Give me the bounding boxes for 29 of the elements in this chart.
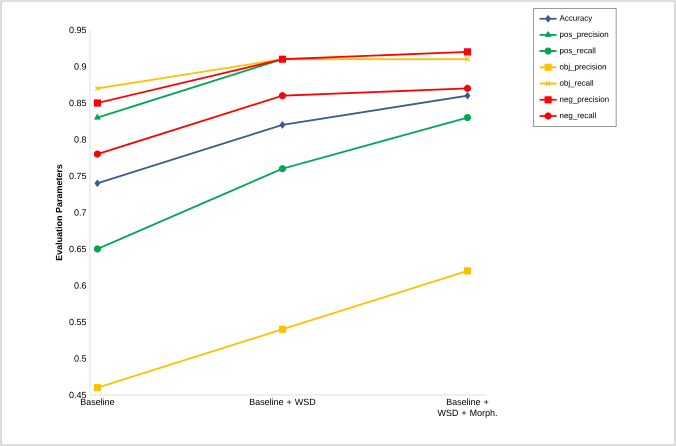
- y-tick-label: 0.65: [69, 246, 86, 252]
- point: [464, 48, 472, 56]
- point: [280, 121, 286, 128]
- point: [94, 245, 101, 253]
- y-tick-label: 0.95: [69, 26, 86, 34]
- y-tick-label: 0.55: [69, 318, 86, 326]
- y-tick-label: 0.5: [74, 355, 86, 362]
- point: [94, 150, 101, 158]
- point: [278, 326, 286, 333]
- point: [464, 84, 472, 92]
- point: [94, 180, 100, 187]
- point: [94, 384, 101, 392]
- point: [278, 92, 286, 100]
- point: [464, 92, 470, 100]
- y-tick-label: 0.85: [69, 100, 86, 106]
- y-axis-title: Evaluation Parameters: [56, 164, 62, 260]
- y-tick-label: 0.75: [69, 172, 86, 180]
- y-tick-label: 0.9: [74, 63, 86, 70]
- point: [278, 165, 286, 172]
- x-tick-label: Baseline + WSD + Morph.: [438, 398, 497, 418]
- point: [464, 114, 472, 122]
- y-tick-label: 0.6: [74, 282, 86, 289]
- point: [464, 267, 472, 274]
- y-tick-label: 0.8: [74, 136, 86, 143]
- x-tick-label: Baseline: [80, 398, 114, 406]
- y-tick-label: 0.45: [69, 392, 86, 398]
- y-tick-label: 0.7: [74, 209, 86, 216]
- point: [94, 99, 101, 107]
- x-tick-label: Baseline + WSD: [250, 398, 316, 406]
